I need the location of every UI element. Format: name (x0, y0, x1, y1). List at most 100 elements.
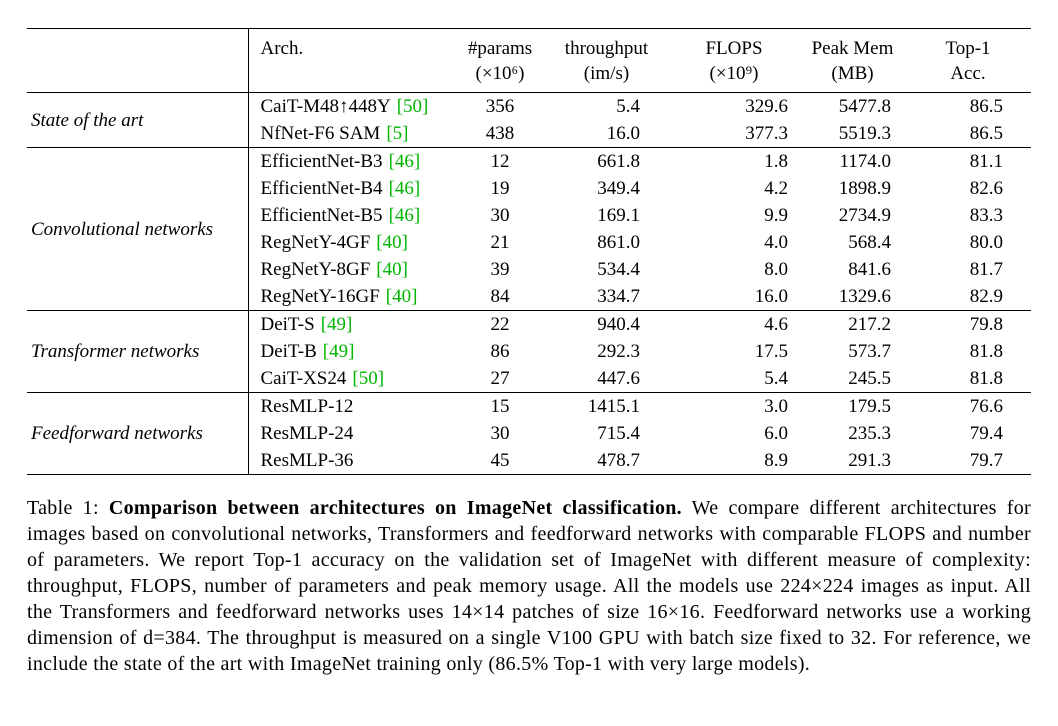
table-row: ResMLP-36 45 478.7 8.9 291.3 79.7 (27, 447, 1031, 475)
col-header-peak-mem: Peak Mem (MB) (800, 28, 905, 93)
arch-name: EfficientNet-B3 (260, 151, 383, 172)
col-header-arch: Arch. (247, 28, 455, 93)
top1-acc-cell: 82.9 (969, 286, 1003, 307)
arch-cell: DeiT-B [49] (247, 338, 455, 365)
throughput-cell: 1415.1 (545, 392, 668, 420)
col-header-peak-mem-line1: Peak Mem (811, 38, 894, 59)
arch-name: RegNetY-8GF (260, 259, 371, 280)
flops-cell: 17.5 (754, 341, 788, 362)
flops-cell: 6.0 (764, 423, 788, 444)
params-cell: 356 (485, 96, 515, 117)
arch-name: CaiT-M48↑448Υ (260, 96, 391, 117)
throughput-cell: 715.4 (597, 423, 640, 444)
peak-mem-cell: 568.4 (848, 232, 891, 253)
throughput-cell: 478.7 (597, 450, 640, 471)
table-row: ResMLP-24 30 715.4 6.0 235.3 79.4 (27, 420, 1031, 447)
top1-acc-cell: 83.3 (969, 205, 1003, 226)
citation-link[interactable]: [46] (388, 151, 421, 172)
top1-acc-cell: 81.1 (905, 147, 1031, 175)
throughput-cell: 534.4 (597, 259, 640, 280)
citation-link[interactable]: [40] (376, 232, 408, 253)
top1-acc-cell: 86.5 (969, 123, 1003, 144)
flops-cell: 329.6 (745, 96, 788, 117)
citation-link[interactable]: [49] (320, 314, 353, 335)
arch-cell: EfficientNet-B5 [46] (247, 202, 455, 229)
throughput-cell: 349.4 (597, 178, 640, 199)
throughput-cell: 16.0 (606, 123, 640, 144)
arch-cell: ResMLP-12 (247, 392, 455, 420)
caption-bold-title: Comparison between architectures on Imag… (108, 497, 682, 519)
throughput-cell: 292.3 (597, 341, 640, 362)
group-label: Transformer networks (27, 310, 248, 393)
peak-mem-cell: 1898.9 (838, 178, 891, 199)
flops-cell: 5.4 (764, 368, 788, 389)
params-cell: 19 (490, 178, 510, 199)
arch-cell: NfNet-F6 SAM [5] (247, 120, 455, 148)
group-label: Feedforward networks (27, 392, 248, 475)
top1-acc-cell: 81.8 (969, 341, 1003, 362)
citation-link[interactable]: [50] (396, 96, 429, 117)
arch-name: RegNetY-16GF (260, 286, 380, 307)
arch-cell: ResMLP-36 (247, 447, 455, 475)
flops-cell: 4.6 (668, 310, 800, 338)
arch-cell: CaiT-XS24 [50] (247, 365, 455, 393)
col-header-flops-line1: FLOPS (705, 38, 763, 59)
top1-acc-cell: 79.7 (969, 450, 1003, 471)
flops-cell: 8.9 (764, 450, 788, 471)
peak-mem-cell: 245.5 (848, 368, 891, 389)
peak-mem-cell: 573.7 (848, 341, 891, 362)
arch-cell: EfficientNet-B4 [46] (247, 175, 455, 202)
arch-cell: RegNetY-8GF [40] (247, 256, 455, 283)
table-row: RegNetY-16GF [40] 84 334.7 16.0 1329.6 82.9 (27, 283, 1031, 311)
col-header-throughput-line1: throughput (564, 38, 649, 59)
params-cell: 84 (490, 286, 510, 307)
paper-page: Arch. #params (×10⁶) throughput (im/s) F… (27, 28, 1032, 675)
top1-acc-cell: 81.7 (969, 259, 1003, 280)
citation-link[interactable]: [40] (376, 259, 408, 280)
citation-link[interactable]: [46] (388, 205, 421, 226)
col-header-flops-line2: (×10⁹) (709, 63, 759, 84)
caption-label: Table 1: (27, 497, 109, 519)
citation-link[interactable]: [50] (352, 368, 385, 389)
params-cell: 21 (490, 232, 510, 253)
flops-cell: 4.2 (764, 178, 788, 199)
flops-cell: 1.8 (668, 147, 800, 175)
col-header-flops: FLOPS (×10⁹) (668, 28, 800, 93)
table-row: EfficientNet-B5 [46] 30 169.1 9.9 2734.9 83.3 (27, 202, 1031, 229)
table-header-row: Arch. #params (×10⁶) throughput (im/s) F… (27, 28, 1031, 93)
citation-link[interactable]: [49] (322, 341, 355, 362)
caption-body: We compare different architectures for i… (27, 497, 1032, 675)
citation-link[interactable]: [46] (388, 178, 421, 199)
top1-acc-cell: 79.8 (905, 310, 1031, 338)
arch-cell: EfficientNet-B3 [46] (247, 147, 455, 175)
col-header-params-line2: (×10⁶) (475, 63, 525, 84)
throughput-cell: 861.0 (597, 232, 640, 253)
throughput-cell: 661.8 (545, 147, 668, 175)
results-table: Arch. #params (×10⁶) throughput (im/s) F… (27, 28, 1031, 475)
arch-cell: ResMLP-24 (247, 420, 455, 447)
table-row: Convolutional networks EfficientNet-B3 [46… (27, 147, 1031, 311)
arch-name: NfNet-F6 SAM (260, 123, 381, 144)
col-header-params-line1: #params (467, 38, 533, 59)
top1-acc-cell: 79.4 (969, 423, 1003, 444)
peak-mem-cell: 179.5 (800, 392, 905, 420)
arch-name: EfficientNet-B4 (260, 178, 383, 199)
arch-name: DeiT-B (260, 341, 317, 362)
table-row: RegNetY-8GF [40] 39 534.4 8.0 841.6 81.7 (27, 256, 1031, 283)
arch-name: RegNetY-4GF (260, 232, 371, 253)
params-cell: 438 (485, 123, 515, 144)
peak-mem-cell: 1329.6 (838, 286, 891, 307)
table-row: EfficientNet-B4 [46] 19 349.4 4.2 1898.9 82.6 (27, 175, 1031, 202)
arch-name: ResMLP-12 (260, 396, 354, 417)
col-header-top1-line1: Top-1 (945, 38, 991, 59)
throughput-cell: 334.7 (597, 286, 640, 307)
throughput-cell: 447.6 (597, 368, 640, 389)
citation-link[interactable]: [5] (386, 123, 409, 144)
peak-mem-cell: 841.6 (848, 259, 891, 280)
flops-cell: 9.9 (764, 205, 788, 226)
params-cell: 30 (490, 423, 510, 444)
citation-link[interactable]: [40] (385, 286, 418, 307)
col-header-peak-mem-line2: (MB) (831, 63, 874, 84)
table-row: CaiT-XS24 [50] 27 447.6 5.4 245.5 81.8 (27, 365, 1031, 393)
arch-cell: RegNetY-16GF [40] (247, 283, 455, 311)
